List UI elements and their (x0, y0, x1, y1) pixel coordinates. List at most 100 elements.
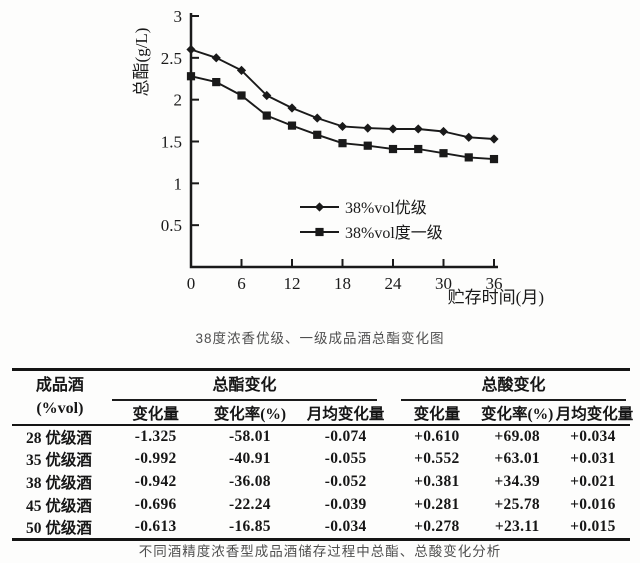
table-cell: +0.552 (414, 450, 460, 468)
table-cell: +0.278 (414, 518, 460, 536)
table-cell: -1.325 (134, 428, 177, 445)
table-cell: +25.78 (494, 495, 540, 513)
x-tick-label: 24 (385, 274, 403, 293)
table-cell: -0.055 (324, 450, 367, 468)
table-cell: -0.039 (324, 495, 367, 513)
x-tick-label: 12 (284, 274, 301, 293)
y-tick-label: 0.5 (161, 216, 182, 235)
column-header: 变化量 (107, 401, 204, 426)
legend-label: 38%vol度一级 (345, 224, 443, 242)
column-header-product-line1: 成品酒 (35, 377, 84, 395)
square-marker (262, 111, 271, 120)
table-cell: -0.613 (134, 518, 177, 536)
table-cell: +0.031 (570, 450, 616, 468)
diamond-marker (236, 65, 247, 75)
table-cell: +23.11 (494, 518, 540, 536)
table-cell: -16.85 (228, 518, 271, 536)
table-cell: -36.08 (228, 473, 271, 491)
diamond-marker (211, 53, 221, 63)
series-first-grade (186, 72, 499, 164)
chart-canvas: 0.511.522.530 6 12 18 24 30 36 38%vol优级38%vol度… (132, 7, 544, 307)
square-marker (287, 121, 297, 130)
x-tick-label: 36 (486, 274, 503, 293)
table-cell: -0.074 (324, 428, 367, 445)
table-cell: -0.942 (134, 473, 177, 491)
table-cell: -0.052 (324, 473, 367, 491)
square-marker (388, 144, 398, 154)
total-ester-line-chart: 0.5 1 1.5 2 2.5 3 0 6 12 18 24 30 36 38%vol优级 38%vol度… (132, 7, 544, 307)
square-marker (313, 130, 322, 139)
x-tick-label: 0 (187, 274, 196, 293)
diamond-marker (262, 90, 272, 101)
table-caption: 不同酒精度浓香型成品酒储存过程中总酯、总酸变化分析 (138, 544, 502, 559)
table-cell: +34.39 (494, 473, 540, 491)
square-marker (464, 153, 473, 162)
diamond-marker (363, 123, 373, 133)
table-row: 38 优级酒 -0.942 -36.08 -0.052 +0.381 +34.39 +0.0… (12, 471, 630, 494)
table-cell: +0.021 (570, 473, 616, 491)
series-premium (186, 44, 499, 144)
legend-label: 38%vol优级 (345, 199, 427, 217)
diamond-marker (287, 103, 297, 113)
diamond-marker (464, 132, 474, 142)
table-cell: +0.281 (414, 495, 460, 513)
table-sub-header-row: 变化量 变化率(%) 月均变化量 变化量 变化率(%) 月均变化量 (12, 401, 633, 426)
diamond-marker (186, 44, 196, 55)
row-label: 28 优级酒 (26, 430, 92, 447)
row-label: 35 优级酒 (26, 452, 92, 470)
diamond-marker (312, 113, 322, 123)
row-label: 45 优级酒 (26, 497, 92, 515)
legend-entry: 38%vol度一级 (300, 224, 443, 242)
square-marker (338, 139, 347, 148)
chart-axis-titles: 总酯(g/L) 贮存时间(月) (132, 28, 544, 307)
column-header-product-line2: (%vol) (36, 399, 84, 417)
column-header: 变化量 (395, 401, 479, 426)
square-marker (414, 144, 423, 154)
x-tick-label: 18 (334, 274, 351, 293)
table-cell: +63.01 (494, 450, 540, 468)
y-tick-label: 2.5 (161, 49, 182, 68)
group-header-total-acid: 总酸变化 (395, 370, 630, 401)
ester-acid-change-table: 成品酒 (%vol) 总酯变化 总酸变化 变化量 变化率(%) 月均变化量 变化… (12, 368, 633, 542)
x-axis-title: 贮存时间(月) (448, 288, 544, 307)
y-tick-label: 1.5 (161, 133, 182, 152)
table-row: 35 优级酒 -0.992 -40.91 -0.055 +0.552 +63.01 +0.0… (12, 448, 630, 471)
x-tick-label: 30 (435, 274, 452, 293)
chart-tick-labels: 0.511.522.530 6 12 18 24 30 36 (161, 7, 503, 293)
group-header-total-ester: 总酯变化 (108, 370, 395, 401)
diamond-marker (413, 124, 423, 134)
table-cell: +0.034 (570, 428, 616, 445)
column-header-product: 成品酒 (%vol) (12, 369, 108, 426)
diamond-marker (489, 134, 499, 144)
legend-entry: 38%vol优级 (300, 199, 427, 217)
row-label: 38 优级酒 (26, 475, 92, 493)
diamond-marker (314, 202, 325, 212)
square-marker (489, 154, 499, 164)
square-marker (186, 72, 196, 81)
table-cell: +0.015 (570, 518, 616, 536)
square-marker (237, 91, 246, 100)
row-label: 50 优级酒 (26, 520, 92, 538)
table-cell: -0.992 (134, 450, 177, 468)
y-axis-title: 总酯(g/L) (132, 28, 151, 97)
table-cell: +0.381 (414, 473, 460, 491)
y-tick-label: 2 (174, 91, 183, 110)
square-marker (315, 227, 324, 237)
square-marker (212, 77, 221, 87)
table-cell: -22.24 (228, 495, 271, 513)
table-row: 28 优级酒 -1.325 -58.01 -0.074 +0.610 +69.08 +0.0… (12, 425, 630, 448)
column-header: 月均变化量 (296, 401, 396, 426)
chart-legend: 38%vol优级 38%vol度一级 (300, 199, 443, 242)
table-cell: -40.91 (228, 450, 271, 468)
y-tick-label: 1 (174, 174, 183, 193)
table-cell: +0.610 (414, 428, 460, 445)
y-tick-label: 3 (174, 7, 183, 26)
table-cell: -0.696 (134, 495, 177, 513)
table-cell: -0.034 (324, 518, 367, 536)
table-row: 50 优级酒 -0.613 -16.85 -0.034 +0.278 +23.11 +0.0… (12, 516, 630, 540)
axis-lines (189, 13, 498, 269)
table-cell: +0.016 (570, 495, 616, 513)
diamond-marker (337, 121, 348, 132)
square-marker (439, 149, 448, 158)
